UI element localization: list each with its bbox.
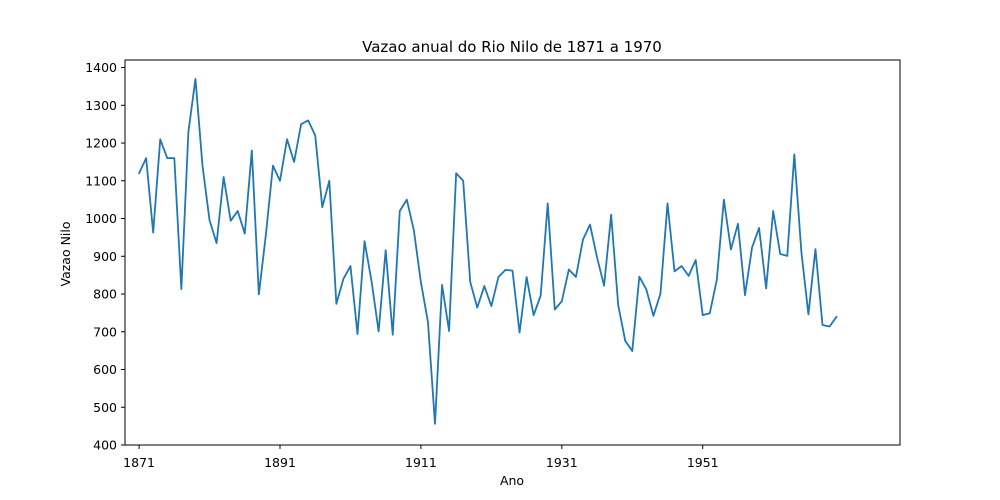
x-tick-label: 1951 (687, 455, 719, 470)
y-tick-label: 500 (93, 400, 117, 415)
chart-title: Vazao anual do Rio Nilo de 1871 a 1970 (362, 38, 662, 56)
y-tick-label: 700 (93, 324, 117, 339)
y-tick-label: 1300 (85, 98, 117, 113)
plot-area (138, 77, 838, 425)
x-tick-label: 1891 (264, 455, 296, 470)
x-tick-label: 1871 (123, 455, 155, 470)
y-tick-label: 900 (93, 249, 117, 264)
x-tick-label: 1931 (546, 455, 578, 470)
plot-frame (124, 59, 901, 446)
y-axis-label: Vazao Nilo (58, 221, 73, 286)
x-tick-label: 1911 (405, 455, 437, 470)
x-axis-label: Ano (500, 473, 524, 488)
y-tick-label: 1400 (85, 60, 117, 75)
series-line (138, 77, 838, 425)
x-axis: 1871 1891 1911 1931 1951 (123, 445, 719, 470)
y-tick-label: 1100 (85, 173, 117, 188)
y-tick-label: 1000 (85, 211, 117, 226)
y-tick-label: 1200 (85, 136, 117, 151)
y-axis: 400 500 600 700 800 900 1000 1100 1200 1300 1400 (85, 60, 125, 453)
y-tick-label: 400 (93, 438, 117, 453)
y-tick-label: 600 (93, 362, 117, 377)
y-tick-label: 800 (93, 287, 117, 302)
